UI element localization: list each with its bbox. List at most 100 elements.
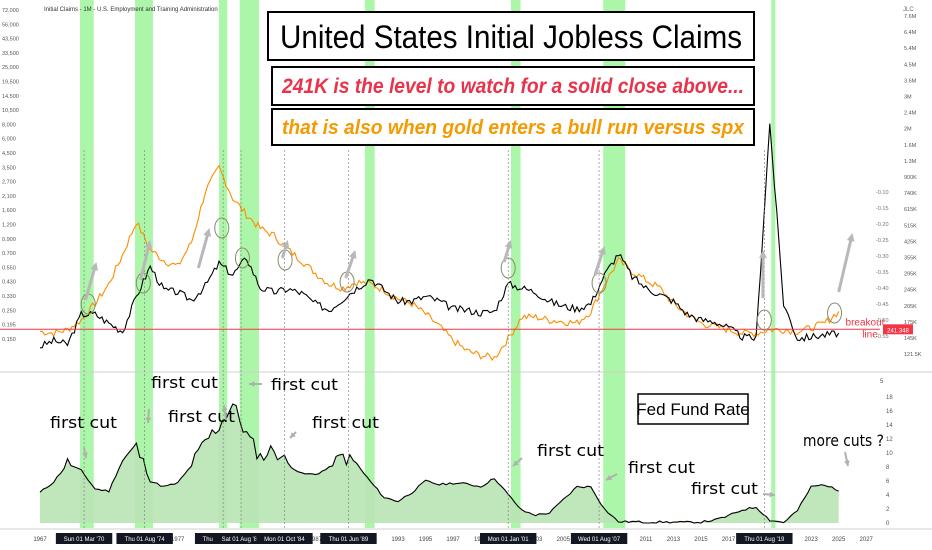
- fed-area: [40, 404, 839, 523]
- right-axis-tick: 175K: [904, 320, 917, 326]
- up-arrow-head: [759, 250, 767, 259]
- main-pane: [0, 371, 932, 530]
- time-axis-year: 2023: [804, 537, 818, 543]
- time-axis-year: 1967: [33, 537, 47, 543]
- right-axis-top-label: JLC: [903, 7, 914, 13]
- time-axis-year: 1997: [446, 537, 460, 543]
- up-arrow-head: [598, 246, 606, 255]
- up-arrow-head: [504, 240, 513, 249]
- recession-band: [510, 0, 521, 528]
- left-axis-tick: 3,500: [2, 165, 16, 171]
- axes: 72,00056,00043,50033,50025,00019,50014,5…: [2, 8, 922, 544]
- fed-axis-tick: 0: [886, 521, 890, 527]
- annotation-arrow-head: [769, 491, 775, 498]
- up-arrow: [196, 231, 210, 269]
- right-axis-tick: 2.4M: [904, 111, 917, 117]
- left-axis-tick: 0.330: [2, 294, 16, 300]
- left-axis-tick: 72,000: [2, 8, 19, 14]
- right-axis-tick: 355K: [904, 256, 917, 262]
- annotation-arrow-head: [221, 405, 228, 411]
- time-axis-date-label: Mon 01 Oct '84: [264, 537, 305, 543]
- up-arrow: [344, 253, 356, 279]
- right-axis-tick: 295K: [904, 272, 917, 278]
- inner-axis-tick: -0.10: [876, 190, 889, 196]
- up-arrow: [84, 265, 97, 301]
- breakout-price-label: 241.348: [887, 328, 909, 334]
- left-axis-tick: 6,000: [2, 137, 16, 143]
- time-axis-year: 2005: [557, 537, 571, 543]
- left-axis-tick: 2,100: [2, 194, 16, 200]
- left-axis-tick: 0.900: [2, 237, 16, 243]
- right-axis-tick: 3M: [904, 95, 912, 101]
- time-axis-date-tag: [320, 533, 377, 544]
- left-axis-tick: 0.550: [2, 265, 16, 271]
- left-axis-tick: 14,500: [2, 94, 19, 100]
- annotation-arrow-head: [844, 460, 850, 466]
- time-axis-year: 2025: [832, 537, 846, 543]
- left-axis-tick: 19,500: [2, 80, 19, 86]
- highlight-circle: [214, 217, 230, 239]
- up-arrow-head: [144, 240, 153, 249]
- recession-band: [771, 0, 776, 528]
- subtitle-2: that is also when gold enters a bull run…: [282, 117, 745, 139]
- highlight-circle: [591, 272, 607, 294]
- first-cut-annotation: first cut: [628, 458, 695, 477]
- time-axis-date-label: Sun 01 Mar '70: [64, 537, 105, 543]
- highlight-circle: [756, 309, 772, 331]
- time-axis-date-label: Mon 01 Jan '01: [488, 537, 530, 543]
- first-cut-annotation: first cut: [50, 413, 117, 432]
- time-axis-date-tag: [479, 533, 537, 544]
- first-cut-annotation: first cut: [151, 373, 218, 392]
- recession-band: [79, 0, 94, 528]
- left-axis-tick: 2,700: [2, 180, 16, 186]
- left-axis-tick: 56,000: [2, 22, 19, 28]
- left-axis-tick: 43,500: [2, 37, 19, 43]
- title-box: United States Initial Jobless Claims: [267, 11, 755, 61]
- first-cut-annotation: first cut: [312, 413, 379, 432]
- left-axis-tick: 10,500: [2, 108, 19, 114]
- left-axis-tick: 25,000: [2, 65, 19, 71]
- right-axis-tick: 7.6M: [904, 14, 917, 20]
- series-caption: Initial Claims - 1M - U.S. Employment an…: [44, 7, 218, 13]
- time-axis-date-label: Thu 01 Jun '89: [329, 537, 369, 543]
- left-axis-tick: 1,600: [2, 208, 16, 214]
- fed-axis-tick: 10: [886, 451, 893, 457]
- first-cut-annotation: first cut: [168, 407, 235, 426]
- right-axis-tick: 515K: [904, 223, 917, 229]
- right-axis-tick: 4.5M: [904, 62, 917, 68]
- fed-line: [39, 403, 839, 524]
- time-axis-date-tag: [55, 533, 113, 544]
- breakout-text: line: [862, 329, 878, 340]
- left-axis-tick: 0.250: [2, 308, 16, 314]
- left-axis-tick: 4,500: [2, 151, 16, 157]
- time-axis-date-label: Wed 01 Aug '07: [578, 537, 621, 543]
- fed-right-scale-top: 5: [880, 379, 884, 385]
- highlight-circle: [827, 302, 843, 324]
- inner-axis-tick: -0.50: [876, 318, 889, 324]
- inner-axis-tick: -0.30: [876, 254, 889, 260]
- right-axis-tick: 740K: [904, 191, 917, 197]
- left-axis-tick: 33,500: [2, 51, 19, 57]
- left-axis-tick: 8,000: [2, 122, 16, 128]
- up-arrow: [837, 236, 854, 293]
- right-axis-tick: 615K: [904, 207, 917, 213]
- fed-axis-tick: 18: [886, 395, 893, 401]
- up-arrow-head: [203, 228, 211, 237]
- right-axis-tick: 1.3M: [904, 159, 917, 165]
- chart-title: United States Initial Jobless Claims: [280, 19, 742, 55]
- left-axis-tick: 0.430: [2, 280, 16, 286]
- right-axis-tick: 205K: [904, 304, 917, 310]
- fed-axis-tick: 12: [886, 437, 893, 443]
- annotations: first cut first cut first cut first cut firs…: [50, 217, 884, 498]
- right-axis-tick: 5.4M: [904, 46, 917, 52]
- time-axis-date-label: Sat 01 Aug '81: [222, 537, 262, 543]
- subtitle-1: 241K is the level to watch for a solid c…: [281, 75, 744, 98]
- time-axis-year: 1995: [419, 537, 433, 543]
- right-axis-tick: 3.6M: [904, 78, 917, 84]
- up-arrow-head: [846, 233, 855, 242]
- claims-series: [39, 123, 840, 349]
- left-axis-tick: 0.700: [2, 251, 16, 257]
- time-axis-date-tag: [736, 533, 793, 544]
- up-arrow-head: [281, 240, 290, 249]
